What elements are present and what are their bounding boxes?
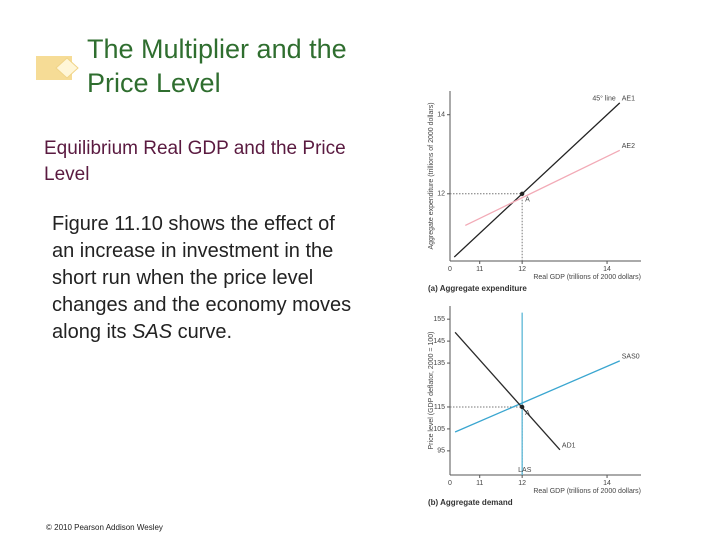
y-tick-label: 105 <box>433 426 445 433</box>
x-axis-label: Real GDP (trillions of 2000 dollars) <box>533 274 641 281</box>
x-tick-label: 14 <box>603 480 611 487</box>
x-tick-label: 12 <box>518 266 526 273</box>
origin-label: 0 <box>448 480 452 487</box>
body-part: Figure 11.10 shows the effect of an incr… <box>52 213 352 343</box>
y-axis-label: Price level (GDP deflator, 2000 = 100) <box>428 332 435 450</box>
series-label: LAS <box>518 467 532 474</box>
slide-subtitle: Equilibrium Real GDP and the Price Level <box>44 138 346 185</box>
y-tick-label: 115 <box>434 404 445 411</box>
point-label: A <box>525 410 530 417</box>
y-tick-label: 12 <box>437 191 445 198</box>
x-tick-label: 11 <box>476 480 483 487</box>
series-line <box>454 331 561 451</box>
series-label: SAS0 <box>622 354 640 361</box>
series-label: AD1 <box>562 443 576 450</box>
series-label: AE1 <box>622 96 635 103</box>
footer: © 2010 Pearson Addison Wesley <box>46 523 163 532</box>
y-tick-label: 95 <box>437 448 445 455</box>
y-axis-label: Aggregate expenditure (trillions of 2000… <box>428 102 435 249</box>
annotation: 45° line <box>592 95 616 103</box>
x-tick-label: 14 <box>603 266 611 273</box>
y-tick-label: 135 <box>433 360 445 367</box>
body-text: Figure 11.10 shows the effect of an incr… <box>52 211 357 346</box>
point <box>519 191 525 196</box>
series-label: AE2 <box>622 143 635 150</box>
point <box>519 404 525 410</box>
x-axis-label: Real GDP (trillions of 2000 dollars) <box>533 488 641 495</box>
series-line <box>464 149 621 227</box>
x-tick-label: 11 <box>476 266 483 273</box>
y-tick-label: 14 <box>437 112 445 119</box>
body-italic: SAS <box>132 321 173 343</box>
chart-title: (a) Aggregate expenditure <box>428 284 527 293</box>
series-line <box>454 360 621 433</box>
slide-title: The Multiplier and the Price Level <box>87 34 347 98</box>
point-label: A <box>525 197 530 204</box>
title-diamond <box>55 57 79 79</box>
body-part: curve. <box>172 321 233 343</box>
origin-label: 0 <box>448 266 452 273</box>
chart-title: (b) Aggregate demand <box>428 498 513 507</box>
y-tick-label: 155 <box>433 316 445 323</box>
x-tick-label: 12 <box>518 480 526 487</box>
y-tick-label: 145 <box>433 338 445 345</box>
series-line <box>453 102 621 258</box>
